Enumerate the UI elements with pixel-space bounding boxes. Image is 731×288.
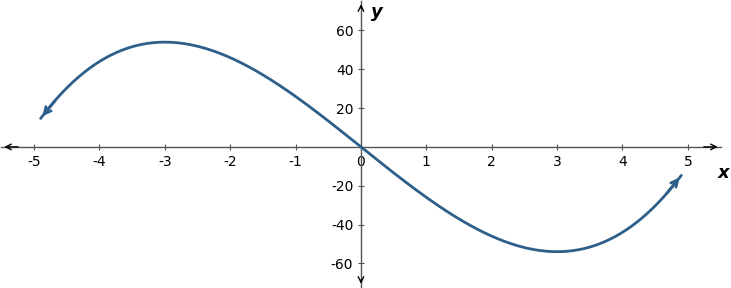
Text: x: x xyxy=(717,164,729,182)
Text: y: y xyxy=(371,3,382,21)
